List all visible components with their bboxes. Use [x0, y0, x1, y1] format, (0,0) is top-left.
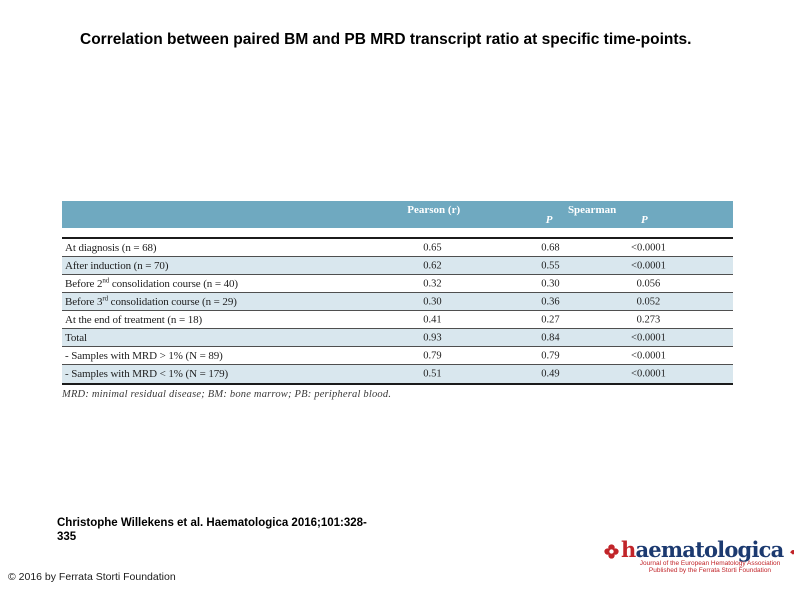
cell-value: 0.30 [423, 296, 442, 307]
citation-line-1: Christophe Willekens et al. Haematologic… [57, 517, 367, 529]
copyright-notice: © 2016 by Ferrata Storti Foundation [8, 571, 176, 583]
logo-flourish-icon [790, 549, 794, 554]
cell-value: 0.32 [423, 278, 442, 289]
row-label: Before 2nd consolidation course (n = 40) [65, 275, 238, 290]
cell-value: 0.273 [636, 314, 661, 325]
cell-value: 0.052 [636, 296, 661, 307]
cell-value: 0.27 [541, 314, 560, 325]
logo-row: haematologica [604, 539, 794, 560]
cell-value: <0.0001 [631, 350, 666, 361]
cell-value: 0.55 [541, 260, 560, 271]
logo-tagline: Journal of the European Hematology Assoc… [604, 560, 794, 574]
header-spearman-label: Spearman [567, 204, 617, 216]
cell-value: 0.36 [541, 296, 560, 307]
row-label: After induction (n = 70) [65, 259, 169, 272]
row-label: At the end of treatment (n = 18) [65, 313, 203, 326]
mrd-correlation-table: Pearson (r) Spearman P P At diagnosis (n… [62, 201, 733, 400]
table-row: Total 0.93 0.84 <0.0001 [62, 329, 733, 347]
row-label: - Samples with MRD < 1% (N = 179) [65, 368, 229, 380]
table-body: At diagnosis (n = 68) 0.65 0.68 <0.0001 Afte… [62, 237, 733, 385]
header-pearson-label: Pearson (r) [407, 204, 461, 216]
flower-icon [604, 543, 619, 559]
logo-wordmark: haematologica [621, 537, 784, 562]
table-header: Pearson (r) Spearman P P [62, 201, 733, 228]
header-p-label-2: P [641, 214, 648, 226]
table-row: - Samples with MRD < 1% (N = 179) 0.51 0.4… [62, 365, 733, 383]
table-row: Before 2nd consolidation course (n = 40)… [62, 275, 733, 293]
cell-value: <0.0001 [631, 260, 666, 271]
cell-value: 0.49 [541, 368, 560, 380]
cell-value: 0.65 [423, 242, 442, 253]
cell-value: 0.62 [423, 260, 442, 271]
cell-value: 0.056 [636, 278, 661, 289]
cell-value: <0.0001 [631, 332, 666, 343]
table-row: After induction (n = 70) 0.62 0.55 <0.0001 [62, 257, 733, 275]
table-row: At the end of treatment (n = 18) 0.41 0.27… [62, 311, 733, 329]
table-footnote: MRD: minimal residual disease; BM: bone … [62, 389, 392, 400]
table-row: Before 3rd consolidation course (n = 29)… [62, 293, 733, 311]
table-header-gap [62, 228, 733, 237]
cell-value: 0.68 [541, 242, 560, 253]
slide-title: Correlation between paired BM and PB MRD… [80, 31, 692, 48]
logo-tagline-line-1: Journal of the European Hematology Assoc… [639, 560, 781, 567]
table-row: At diagnosis (n = 68) 0.65 0.68 <0.0001 [62, 239, 733, 257]
logo-wordmark-initial: h [621, 537, 636, 562]
row-label: Before 3rd consolidation course (n = 29) [65, 293, 237, 308]
header-p-label-1: P [545, 214, 553, 226]
row-label: At diagnosis (n = 68) [65, 241, 157, 254]
cell-value: 0.79 [423, 350, 442, 361]
citation-line-2: 335 [57, 531, 77, 543]
haematologica-logo: haematologica Journal of the European He… [604, 539, 794, 574]
cell-value: 0.79 [541, 350, 560, 361]
logo-tagline-line-2: Published by the Ferrata Storti Foundati… [648, 567, 772, 574]
cell-value: 0.93 [423, 332, 442, 343]
row-label: Total [65, 331, 87, 344]
cell-value: <0.0001 [631, 368, 666, 380]
row-label: - Samples with MRD > 1% (N = 89) [65, 349, 223, 362]
table-row: - Samples with MRD > 1% (N = 89) 0.79 0.79… [62, 347, 733, 365]
cell-value: 0.51 [423, 368, 442, 380]
citation: Christophe Willekens et al. Haematologic… [57, 516, 407, 544]
cell-value: 0.41 [423, 314, 442, 325]
logo-wordmark-rest: aematologica [635, 537, 784, 562]
cell-value: 0.84 [541, 332, 560, 343]
cell-value: 0.30 [541, 278, 560, 289]
cell-value: <0.0001 [631, 242, 666, 253]
